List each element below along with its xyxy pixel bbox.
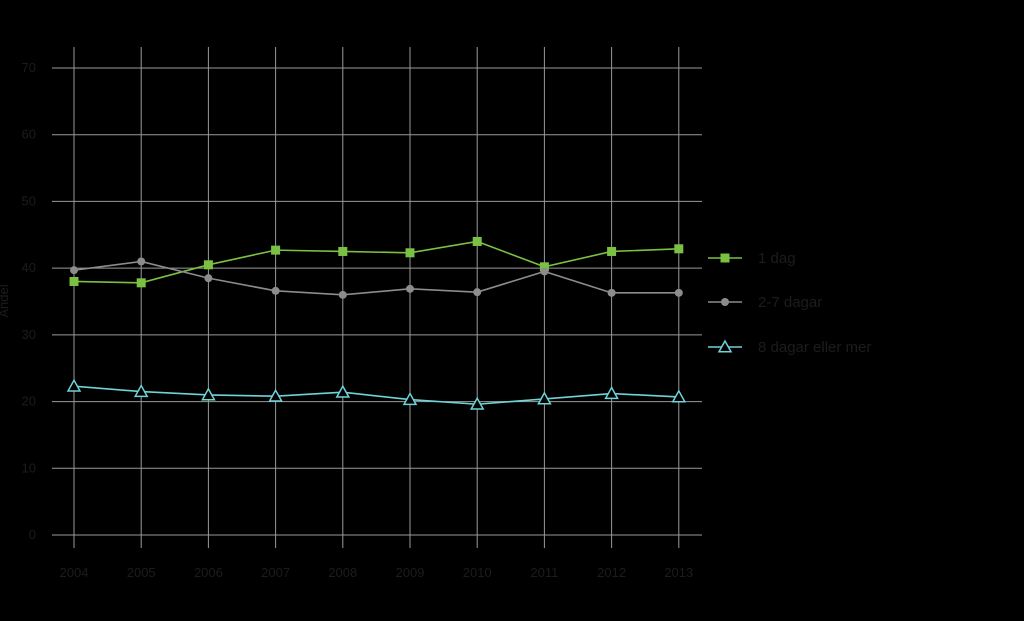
legend-label: 1 dag [758,250,796,267]
legend-label: 2-7 dagar [758,294,822,311]
data-point-circle [540,267,549,276]
data-point-circle [473,288,482,297]
data-point-circle [607,288,616,297]
data-point-triangle [335,384,351,398]
y-tick-label: 70 [22,60,36,75]
data-point-triangle [201,387,216,401]
series-1-dag [69,236,684,288]
data-point-circle [406,284,414,293]
x-tick-label: 2011 [530,565,558,580]
data-point-square [69,276,79,286]
y-tick-label: 50 [22,193,36,208]
data-point-square [607,246,617,256]
data-point-triangle [537,391,552,405]
data-point-triangle [66,378,82,392]
data-point-triangle [469,396,485,410]
x-tick-label: 2004 [60,565,89,580]
y-tick-label: 0 [29,527,36,542]
data-point-square [720,253,730,263]
data-point-circle [70,266,78,275]
legend-label: 8 dagar eller mer [758,339,871,356]
y-tick-label: 60 [22,127,36,142]
y-tick-label: 30 [22,327,36,342]
data-point-triangle [671,389,687,403]
data-point-square [539,262,549,272]
data-point-square [405,248,415,258]
series [66,236,687,410]
series-line [73,385,679,406]
data-point-circle [721,298,729,306]
data-point-square [472,236,482,246]
legend-item: 1 dag [708,250,796,267]
x-tick-label: 2013 [664,565,693,580]
data-point-triangle [402,392,418,406]
data-point-triangle [133,384,149,398]
data-point-circle [204,274,213,283]
x-tick-label: 2010 [463,565,492,580]
y-tick-label: 20 [22,394,36,409]
data-point-square [271,245,281,255]
data-point-circle [271,286,280,295]
axes: 0 10 20 30 40 50 60 70 2004 2005 2006 2007 2008 2009 2… [22,60,694,580]
y-tick-label: 40 [22,260,36,275]
data-point-square [136,278,146,288]
data-point-triangle [604,386,619,400]
data-point-circle [338,290,347,299]
data-point-circle [674,288,683,297]
x-tick-label: 2005 [127,565,156,580]
series-8-dagar-eller-mer [66,378,687,410]
series-line [73,240,679,284]
legend-item: 2-7 dagar [708,294,822,311]
data-point-square [203,260,213,270]
y-tick-label: 10 [22,460,36,475]
data-point-triangle [268,388,283,402]
legend: 1 dag 2-7 dagar 8 dagar eller mer [708,250,871,356]
x-tick-label: 2012 [597,565,626,580]
data-point-square [674,244,684,254]
x-tick-label: 2008 [328,565,357,580]
data-point-circle [137,257,146,266]
legend-item: 8 dagar eller mer [708,339,871,356]
series-line [73,260,679,296]
y-axis-label: Andel [0,284,11,317]
x-tick-label: 2006 [194,565,223,580]
x-tick-label: 2009 [396,565,425,580]
data-point-square [338,246,348,256]
x-tick-label: 2007 [261,565,290,580]
series-2-7-dagar [70,257,683,299]
data-point-triangle [717,339,733,353]
